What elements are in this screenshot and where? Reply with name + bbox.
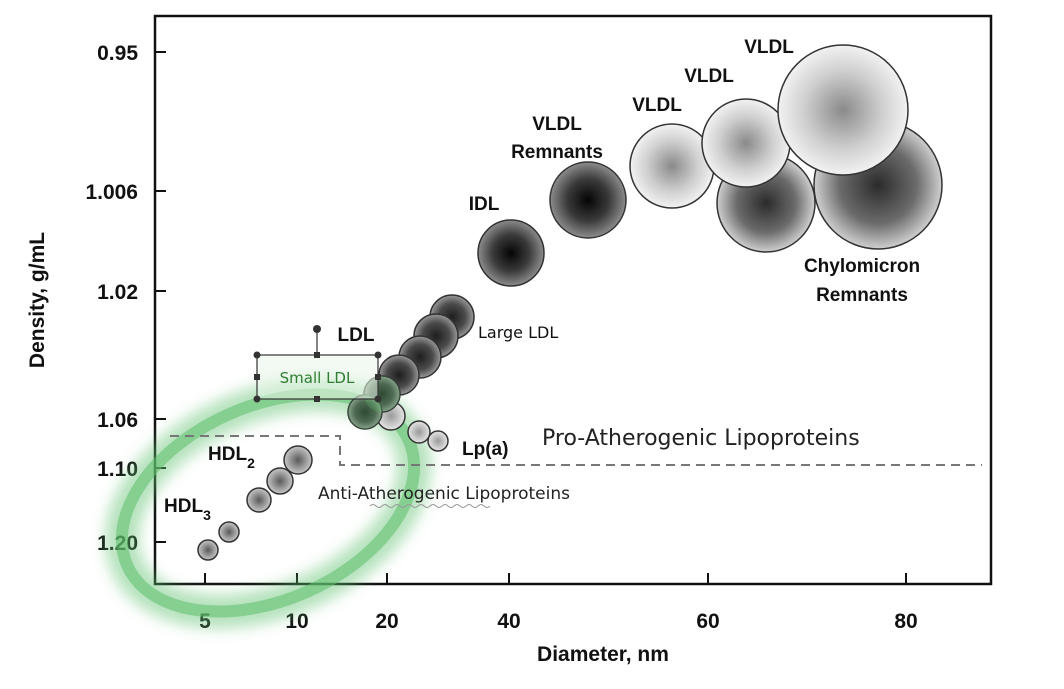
particle-hdl2 [266, 467, 294, 495]
y-tick-label: 1.06 [97, 409, 138, 432]
label-vldl-b: VLDL [684, 66, 734, 87]
y-axis-title: Density, g/mL [26, 232, 49, 368]
label-vldl-remnants-1: VLDL [532, 114, 582, 135]
label-anti-atherogenic: Anti-Atherogenic Lipoproteins [318, 484, 570, 504]
y-tick-label: 1.02 [97, 281, 138, 304]
particle-vldl [777, 44, 909, 176]
x-tick-label: 20 [375, 610, 398, 633]
x-tick-label: 60 [696, 610, 719, 633]
x-axis-title: Diameter, nm [537, 643, 669, 666]
small-ldl-tint [348, 395, 382, 429]
label-hdl3: HDL3 [164, 496, 211, 523]
particle-lp-a- [427, 430, 449, 452]
label-pro-atherogenic: Pro-Atherogenic Lipoproteins [542, 426, 860, 451]
particle-hdl3 [218, 521, 240, 543]
label-vldl-c: VLDL [744, 37, 794, 58]
label-chylo-2: Remnants [816, 285, 908, 306]
label-large-ldl: Large LDL [478, 323, 558, 342]
x-tick-label: 40 [497, 610, 520, 633]
spellcheck-underline [369, 504, 491, 508]
particle-hdl3 [197, 539, 219, 561]
label-vldl-a: VLDL [632, 95, 682, 116]
particle-vldl-remnants [549, 161, 627, 239]
y-tick-label: 0.95 [97, 42, 138, 65]
particle-lp-a- [407, 420, 431, 444]
label-hdl2: HDL2 [208, 444, 255, 471]
label-vldl-remnants-2: Remnants [511, 142, 603, 163]
label-small-ldl: Small LDL [280, 369, 355, 387]
label-chylo-1: Chylomicron [804, 256, 920, 277]
x-tick-label: 80 [894, 610, 917, 633]
particle-hdl2 [283, 445, 313, 475]
small-ldl-selection-box [253, 325, 382, 403]
hdl-highlight-ring [104, 377, 432, 629]
particle-hdl2 [246, 487, 272, 513]
particle-vldl [701, 98, 791, 188]
label-lpa: Lp(a) [462, 439, 508, 460]
y-tick-label: 1.006 [85, 181, 138, 204]
particle-idl [477, 219, 545, 287]
atherogenic-boundary [170, 435, 982, 466]
label-ldl: LDL [338, 325, 375, 346]
particle-vldl [629, 123, 715, 209]
label-idl: IDL [469, 194, 500, 215]
